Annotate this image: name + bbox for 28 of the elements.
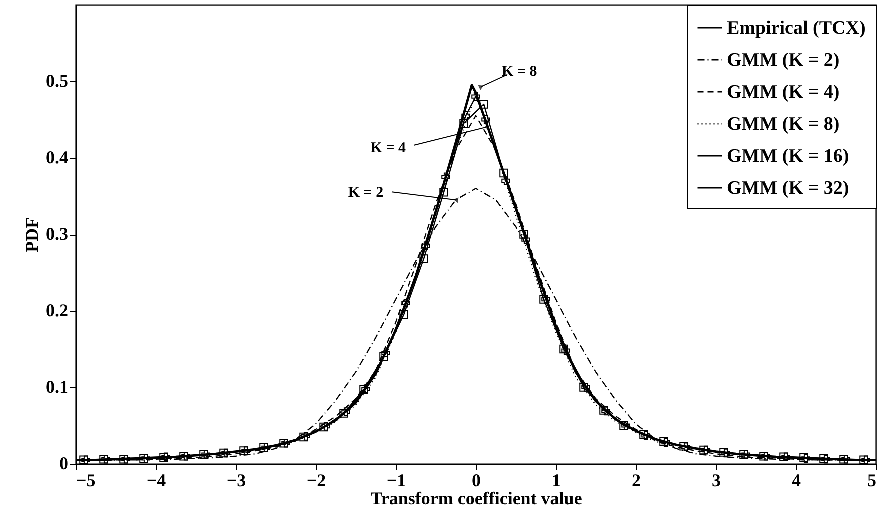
x-tick-label: −3 [226,470,246,490]
y-tick-label: 0.4 [46,148,68,168]
x-axis-title: Transform coefficient value [370,488,582,508]
x-tick-label: 2 [632,470,641,490]
legend-label: GMM (K = 2) [727,50,840,71]
y-tick-label: 0 [60,454,68,474]
y-tick-label: 0.3 [46,224,68,244]
y-axis-title: PDF [22,218,42,252]
x-tick-label: −5 [76,470,96,490]
legend-label: GMM (K = 16) [727,146,850,167]
legend-label: GMM (K = 4) [727,82,840,103]
x-tick-label: −4 [146,470,166,490]
legend-label: Empirical (TCX) [727,18,866,39]
x-tick-label: 3 [712,470,721,490]
x-tick-label: 1 [552,470,561,490]
x-tick-label: 0 [472,470,481,490]
x-tick-label: −1 [386,470,406,490]
x-tick-label: 4 [792,470,801,490]
y-tick-label: 0.5 [46,71,68,91]
x-tick-label: 5 [868,470,876,490]
legend-label: GMM (K = 8) [727,114,840,135]
legend-label: GMM (K = 32) [727,178,850,199]
annotation: K = 4 [370,140,407,156]
y-tick-label: 0.2 [46,300,68,320]
annotation: K = 8 [502,64,538,80]
x-tick-label: −2 [306,470,326,490]
y-tick-label: 0.1 [46,377,68,397]
annotation: K = 2 [348,185,384,202]
